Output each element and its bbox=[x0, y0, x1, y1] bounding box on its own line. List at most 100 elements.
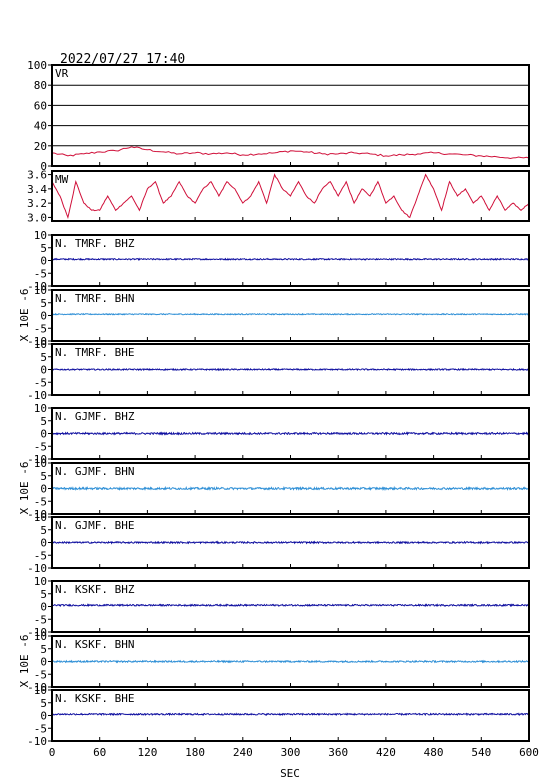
panel-label: N. TMRF. BHZ bbox=[55, 237, 135, 250]
series-line bbox=[53, 146, 528, 160]
y-tick-label: 20 bbox=[34, 140, 47, 153]
y-tick-label: 0 bbox=[40, 428, 47, 441]
y-tick-label: -10 bbox=[27, 562, 47, 575]
y-tick-label: 3.0 bbox=[27, 211, 47, 224]
x-tick-label: 360 bbox=[328, 746, 348, 759]
panel-label: N. KSKF. BHZ bbox=[55, 583, 135, 596]
y-tick-label: 10 bbox=[34, 338, 47, 351]
y-tick-label: -10 bbox=[27, 335, 47, 348]
series-line bbox=[53, 485, 528, 491]
series-line bbox=[53, 312, 528, 316]
series-line bbox=[53, 712, 528, 717]
series-line bbox=[53, 659, 528, 664]
series-line bbox=[53, 173, 528, 220]
y-tick-label: -5 bbox=[34, 376, 47, 389]
y-tick-label: 5 bbox=[40, 415, 47, 428]
y-tick-label: 10 bbox=[34, 284, 47, 297]
x-axis-label: SEC bbox=[280, 767, 300, 780]
x-tick-label: 0 bbox=[49, 746, 56, 759]
x-tick-label: 120 bbox=[137, 746, 157, 759]
y-tick-label: -10 bbox=[27, 626, 47, 639]
y-tick-label: -5 bbox=[34, 440, 47, 453]
y-tick-label: 60 bbox=[34, 99, 47, 112]
y-tick-label: 0 bbox=[40, 537, 47, 550]
timestamp-label: 2022/07/27 17:40 bbox=[60, 52, 185, 67]
x-tick-label: 480 bbox=[424, 746, 444, 759]
panel-label: N. TMRF. BHN bbox=[55, 292, 134, 305]
y-tick-label: 0 bbox=[40, 483, 47, 496]
y-tick-label: 0 bbox=[40, 364, 47, 377]
y-tick-label: 3.2 bbox=[27, 197, 47, 210]
panel-label: N. KSKF. BHN bbox=[55, 638, 134, 651]
y-tick-label: 5 bbox=[40, 588, 47, 601]
series-line bbox=[53, 367, 528, 372]
panel-label: MW bbox=[55, 173, 69, 186]
y-tick-label: 5 bbox=[40, 643, 47, 656]
y-tick-label: -10 bbox=[27, 735, 47, 748]
series-line bbox=[53, 257, 528, 261]
y-tick-label: -10 bbox=[27, 681, 47, 694]
y-tick-label: -5 bbox=[34, 322, 47, 335]
unit-label: X 10E -6 bbox=[18, 462, 31, 515]
y-tick-label: -5 bbox=[34, 668, 47, 681]
y-tick-label: -10 bbox=[27, 453, 47, 466]
panel-label: N. GJMF. BHZ bbox=[55, 410, 135, 423]
y-tick-label: -5 bbox=[34, 267, 47, 280]
panel-label: N. TMRF. BHE bbox=[55, 346, 134, 359]
panel-label: N. KSKF. BHE bbox=[55, 692, 134, 705]
panel-label: VR bbox=[55, 67, 69, 80]
y-tick-label: 0 bbox=[40, 601, 47, 614]
y-tick-label: -5 bbox=[34, 613, 47, 626]
y-tick-label: 3.6 bbox=[27, 169, 47, 182]
panel-0: 0 20 40 60 80 100 VR bbox=[27, 59, 530, 173]
unit-label: X 10E -6 bbox=[18, 289, 31, 342]
y-tick-label: 10 bbox=[34, 457, 47, 470]
y-tick-label: 10 bbox=[34, 402, 47, 415]
y-tick-label: 10 bbox=[34, 511, 47, 524]
panel-label: N. GJMF. BHE bbox=[55, 519, 134, 532]
series-line bbox=[53, 603, 528, 608]
y-tick-label: 40 bbox=[34, 120, 47, 133]
panel-label: N. GJMF. BHN bbox=[55, 465, 134, 478]
y-tick-label: -10 bbox=[27, 389, 47, 402]
y-tick-label: 10 bbox=[34, 575, 47, 588]
x-tick-label: 420 bbox=[376, 746, 396, 759]
y-tick-label: 0 bbox=[40, 310, 47, 323]
x-axis: 0 60 120 180 240 300 360 420 480 540 600 bbox=[49, 746, 539, 759]
y-tick-label: 5 bbox=[40, 242, 47, 255]
y-tick-label: 80 bbox=[34, 79, 47, 92]
x-tick-label: 240 bbox=[233, 746, 253, 759]
y-tick-label: 5 bbox=[40, 470, 47, 483]
y-tick-label: 5 bbox=[40, 524, 47, 537]
y-tick-label: 0 bbox=[40, 656, 47, 669]
y-tick-label: 0 bbox=[40, 160, 47, 173]
y-tick-label: -5 bbox=[34, 722, 47, 735]
y-tick-label: 5 bbox=[40, 697, 47, 710]
y-tick-label: 10 bbox=[34, 630, 47, 643]
series-line bbox=[53, 540, 528, 545]
x-tick-label: 60 bbox=[93, 746, 106, 759]
y-tick-label: 10 bbox=[34, 229, 47, 242]
y-tick-label: -10 bbox=[27, 508, 47, 521]
x-tick-label: 300 bbox=[281, 746, 301, 759]
series-line bbox=[53, 431, 528, 436]
x-tick-label: 180 bbox=[185, 746, 205, 759]
y-tick-label: 5 bbox=[40, 351, 47, 364]
y-tick-label: 3.4 bbox=[27, 183, 47, 196]
panel-1: 3.03.23.43.6 MW bbox=[27, 169, 530, 224]
y-tick-label: 0 bbox=[40, 255, 47, 268]
y-tick-label: 0 bbox=[40, 710, 47, 723]
x-tick-label: 540 bbox=[471, 746, 491, 759]
y-tick-label: -5 bbox=[34, 549, 47, 562]
y-tick-label: -5 bbox=[34, 495, 47, 508]
y-tick-label: 10 bbox=[34, 684, 47, 697]
